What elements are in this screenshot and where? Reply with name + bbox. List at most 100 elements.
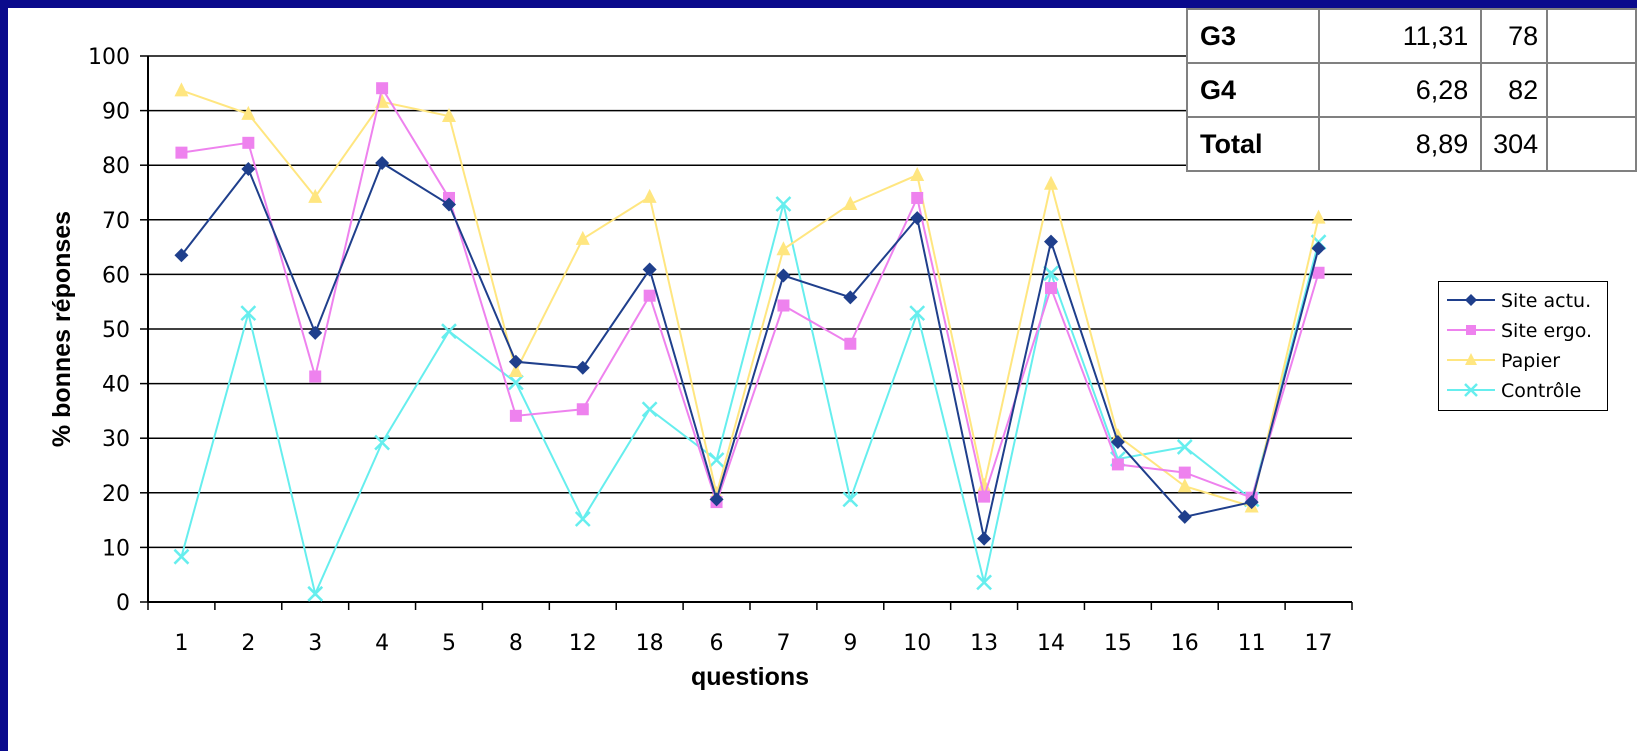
legend-item: Site actu. — [1447, 290, 1591, 312]
x-tick-label: 14 — [1037, 631, 1065, 656]
x-tick-label: 9 — [843, 631, 857, 656]
table-cell-extra — [1546, 62, 1637, 118]
x-tick-label: 13 — [970, 631, 998, 656]
data-point — [1111, 458, 1124, 471]
data-point — [911, 191, 924, 204]
data-point — [174, 82, 189, 97]
data-point — [1311, 241, 1326, 256]
x-tick-label: 16 — [1171, 631, 1199, 656]
y-tick-label: 60 — [102, 263, 130, 288]
x-axis-label: questions — [691, 663, 809, 691]
data-point — [1110, 435, 1125, 450]
data-point — [909, 305, 926, 322]
data-point-stroke — [708, 452, 725, 468]
series-line — [180, 203, 1320, 597]
y-tick-label: 10 — [102, 536, 130, 561]
data-point — [173, 548, 190, 565]
data-point — [843, 290, 858, 305]
data-point — [1178, 466, 1191, 479]
table-cell-value: 8,89 — [1317, 116, 1483, 172]
data-point — [309, 370, 322, 383]
data-point — [776, 268, 791, 283]
data-point-stroke — [441, 323, 457, 340]
data-point-stroke — [775, 196, 792, 212]
table-cell-extra — [1546, 8, 1637, 64]
data-point — [776, 241, 791, 256]
data-point — [910, 211, 925, 226]
data-point — [1312, 266, 1325, 279]
data-point-stroke — [574, 511, 591, 527]
x-tick-label: 15 — [1104, 631, 1132, 656]
y-tick-label: 90 — [102, 100, 130, 125]
data-point-stroke — [976, 574, 992, 591]
table-row: Total 8,89 304 — [1186, 116, 1637, 172]
legend-item: Site ergo. — [1447, 320, 1592, 342]
series-Contrôle — [173, 196, 1327, 602]
data-point — [1044, 175, 1058, 190]
x-tick-label: 2 — [241, 631, 255, 656]
data-point — [1244, 495, 1259, 510]
y-tick-label: 70 — [102, 209, 130, 234]
legend-item: Contrôle — [1447, 380, 1581, 402]
data-point-stroke — [909, 305, 926, 322]
chart-legend: Site actu. Site ergo. Papier Contrôle — [1438, 281, 1608, 411]
data-point — [1044, 234, 1058, 249]
data-point — [575, 230, 590, 245]
data-point — [708, 452, 725, 468]
table-cell-label: Total — [1186, 116, 1320, 172]
y-tick-label: 40 — [102, 373, 130, 398]
x-tick-labels: 1 2 3 4 5 8 12 18 6 7 9 10 13 14 15 16 11 17 — [147, 602, 1353, 656]
data-point-stroke — [374, 434, 390, 451]
data-point — [240, 305, 257, 322]
table-cell-label: G4 — [1186, 62, 1320, 118]
data-point-stroke — [1043, 265, 1059, 282]
data-point — [775, 196, 792, 212]
data-point — [442, 108, 456, 123]
data-point-stroke — [1464, 383, 1478, 397]
series-Papier — [174, 82, 1326, 513]
x-tick-label: 12 — [569, 631, 597, 656]
data-point-stroke — [173, 548, 190, 565]
gridlines — [148, 55, 1352, 549]
data-point — [175, 146, 188, 159]
data-point — [1311, 209, 1326, 224]
x-tick-label: 3 — [308, 631, 322, 656]
series-Site ergo. — [175, 82, 1325, 509]
data-point — [508, 354, 523, 369]
legend-label: Contrôle — [1501, 380, 1581, 402]
stats-table: G3 11,31 78 G4 6,28 82 Total 8,89 304 — [1186, 8, 1637, 172]
legend-label: Site ergo. — [1501, 320, 1592, 342]
x-tick-label: 5 — [442, 631, 456, 656]
data-point-stroke — [842, 491, 859, 508]
data-point — [1465, 353, 1477, 365]
data-point — [442, 197, 456, 212]
legend-label: Site actu. — [1501, 290, 1591, 312]
data-point-stroke — [240, 305, 257, 322]
data-point — [242, 136, 255, 149]
y-tick-label: 0 — [116, 591, 130, 616]
y-tick-label: 80 — [102, 154, 130, 179]
data-point — [376, 82, 389, 95]
y-tick-label: 50 — [102, 318, 130, 343]
data-point-stroke — [641, 401, 658, 418]
data-point-stroke — [307, 585, 324, 602]
y-tick-label: 30 — [102, 427, 130, 452]
data-point-stroke — [1176, 439, 1193, 455]
table-row: G4 6,28 82 — [1186, 62, 1637, 118]
table-cell-count: 82 — [1480, 62, 1549, 118]
data-point-stroke — [508, 374, 524, 391]
series-line — [181, 89, 1320, 508]
data-point — [842, 491, 859, 508]
series-Site actu. — [174, 156, 1326, 546]
y-tick-label: 100 — [88, 45, 130, 70]
y-tick-labels: 0 10 20 30 40 50 60 70 80 90 100 — [88, 45, 148, 616]
data-point — [977, 531, 992, 546]
x-tick-label: 7 — [776, 631, 790, 656]
data-point — [576, 403, 589, 416]
data-point — [508, 363, 523, 378]
data-point — [574, 511, 591, 527]
data-point — [642, 188, 657, 203]
x-tick-label: 10 — [903, 631, 931, 656]
data-point — [1466, 325, 1476, 335]
series-line — [181, 85, 1320, 506]
